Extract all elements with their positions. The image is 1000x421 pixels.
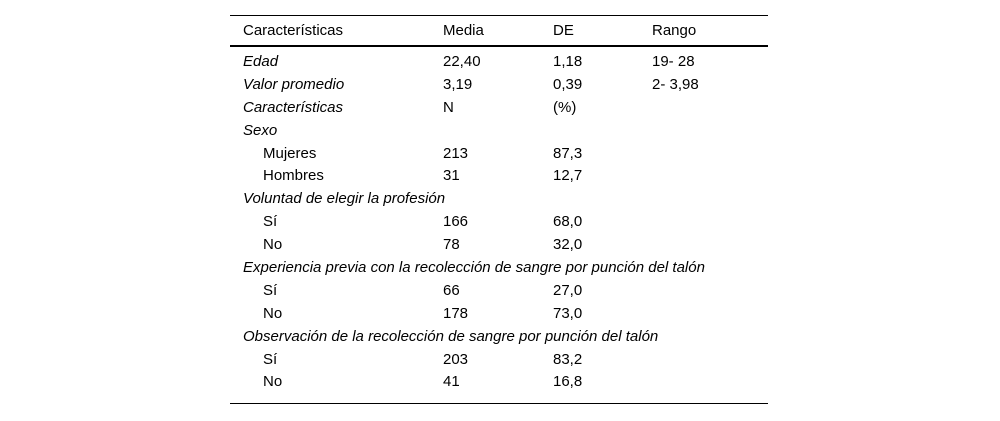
media-value: 178	[443, 304, 469, 322]
table-row: Características N (%)	[230, 96, 768, 119]
rango-value: 2- 3,98	[652, 75, 699, 93]
table-header-row: Características Media DE Rango	[230, 16, 768, 47]
de-value: 83,2	[553, 350, 583, 368]
row-label: Valor promedio	[243, 75, 345, 93]
media-value: 203	[443, 350, 469, 368]
media-value: N	[443, 98, 454, 116]
row-label: No	[263, 236, 283, 254]
media-value: 213	[443, 144, 469, 162]
rango-value: 19- 28	[652, 52, 695, 70]
row-label: Mujeres	[263, 144, 317, 162]
de-value: 87,3	[553, 144, 583, 162]
table-row: Mujeres 213 87,3	[230, 142, 768, 165]
de-value: 27,0	[553, 281, 583, 299]
row-label: Sí	[263, 213, 278, 231]
column-header-caracteristicas: Características	[243, 22, 344, 39]
media-value: 166	[443, 213, 469, 231]
row-label: Voluntad de elegir la profesión	[243, 190, 446, 208]
table-row: No 41 16,8	[230, 370, 768, 393]
table-row: Sí 166 68,0	[230, 210, 768, 233]
statistics-table: Características Media DE Rango Edad 22,40…	[230, 15, 768, 405]
table-row: No 78 32,0	[230, 233, 768, 256]
de-value: 0,39	[553, 75, 583, 93]
row-label: No	[263, 304, 283, 322]
media-value: 3,19	[443, 75, 473, 93]
table-row: Sí 203 83,2	[230, 348, 768, 371]
media-value: 22,40	[443, 52, 481, 70]
row-label: Sí	[263, 350, 278, 368]
table-row: Experiencia previa con la recolección de…	[230, 256, 768, 279]
table-row: Sexo	[230, 119, 768, 142]
row-label: Sí	[263, 281, 278, 299]
table-row: Hombres 31 12,7	[230, 164, 768, 187]
de-value: (%)	[553, 98, 577, 116]
table-row: Observación de la recolección de sangre …	[230, 325, 768, 348]
media-value: 41	[443, 373, 460, 391]
row-label: Características	[243, 98, 344, 116]
table-body: Edad 22,40 1,18 19- 28 Valor promedio 3,19 0,3…	[230, 47, 768, 403]
de-value: 1,18	[553, 52, 583, 70]
de-value: 32,0	[553, 236, 583, 254]
row-label: Hombres	[263, 167, 324, 185]
media-value: 31	[443, 167, 460, 185]
column-header-de: DE	[553, 22, 574, 39]
table-row: Valor promedio 3,19 0,39 2- 3,98	[230, 73, 768, 96]
table-row: Voluntad de elegir la profesión	[230, 187, 768, 210]
media-value: 66	[443, 281, 460, 299]
row-label: Observación de la recolección de sangre …	[243, 327, 659, 345]
column-header-media: Media	[443, 22, 484, 39]
de-value: 16,8	[553, 373, 583, 391]
table-row: No 178 73,0	[230, 302, 768, 325]
table-row: Sí 66 27,0	[230, 279, 768, 302]
media-value: 78	[443, 236, 460, 254]
row-label: Edad	[243, 52, 279, 70]
row-label: No	[263, 373, 283, 391]
de-value: 73,0	[553, 304, 583, 322]
de-value: 12,7	[553, 167, 583, 185]
column-header-rango: Rango	[652, 22, 697, 39]
row-label: Sexo	[243, 121, 278, 139]
de-value: 68,0	[553, 213, 583, 231]
table-row: Edad 22,40 1,18 19- 28	[230, 50, 768, 73]
row-label: Experiencia previa con la recolección de…	[243, 258, 705, 276]
